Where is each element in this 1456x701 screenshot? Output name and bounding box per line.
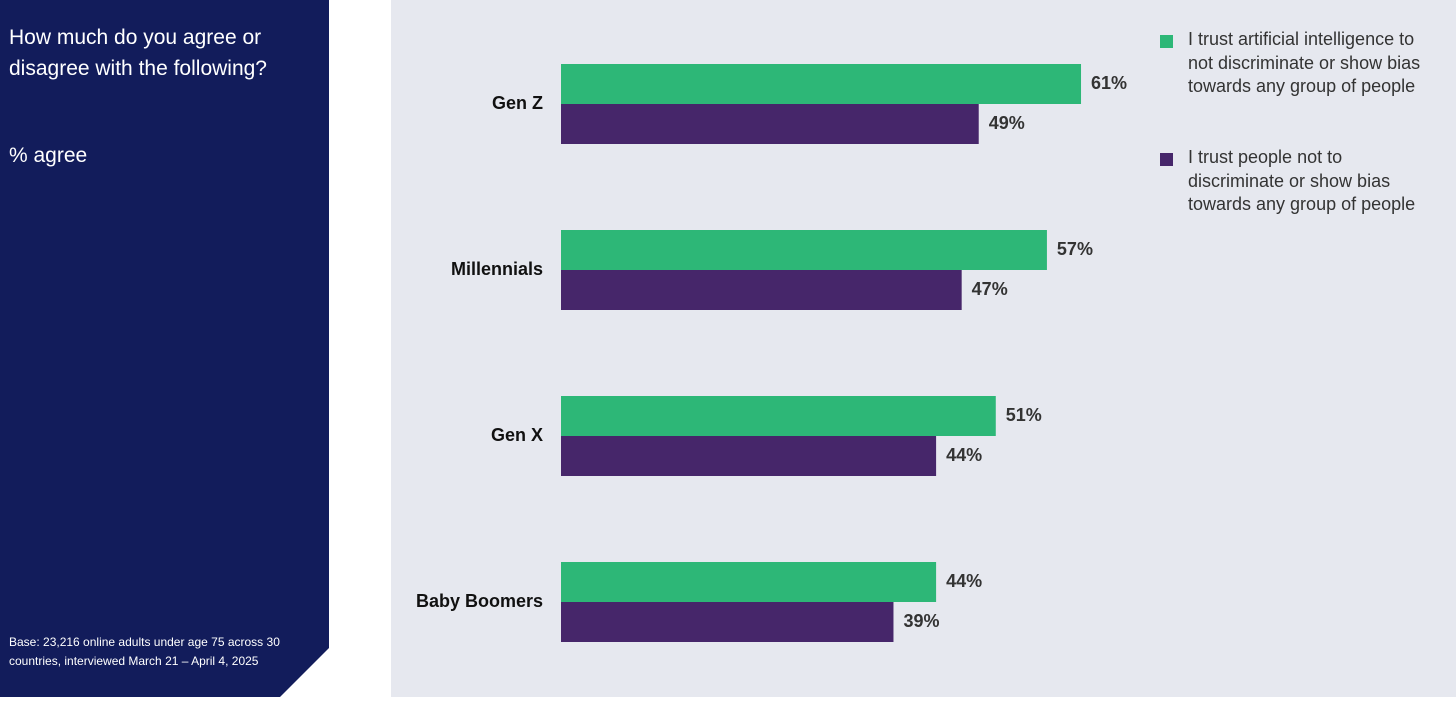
base-note: Base: 23,216 online adults under age 75 … (9, 635, 280, 668)
category-label-gen-z: Gen Z (492, 93, 543, 113)
category-label-baby-boomers: Baby Boomers (416, 591, 543, 611)
bar-gen-x-series-1 (561, 396, 996, 436)
value-label-gen-z-series-2: 49% (989, 113, 1025, 133)
bar-millennials-series-2 (561, 270, 962, 310)
value-label-baby-boomers-series-2: 39% (903, 611, 939, 631)
legend-label-ai: I trust artificial intelligence to not d… (1188, 29, 1421, 96)
bar-baby-boomers-series-1 (561, 562, 937, 602)
chart-question: How much do you agree or disagree with t… (9, 26, 267, 80)
legend-swatch-people (1160, 153, 1173, 166)
bar-millennials-series-1 (561, 230, 1047, 270)
sidebar-panel (0, 0, 329, 697)
bar-gen-z-series-1 (561, 64, 1082, 104)
legend-swatch-ai (1160, 35, 1173, 48)
value-label-baby-boomers-series-1: 44% (946, 571, 982, 591)
value-label-gen-z-series-1: 61% (1091, 73, 1127, 93)
value-label-gen-x-series-1: 51% (1006, 405, 1042, 425)
value-label-gen-x-series-2: 44% (946, 445, 982, 465)
chart-subtitle: % agree (9, 144, 88, 167)
bar-baby-boomers-series-2 (561, 602, 894, 642)
category-label-millennials: Millennials (451, 259, 543, 279)
value-label-millennials-series-2: 47% (972, 279, 1008, 299)
legend-label-people: I trust people not to discriminate or sh… (1188, 147, 1416, 214)
bar-gen-x-series-2 (561, 436, 937, 476)
category-label-gen-x: Gen X (491, 425, 543, 445)
value-label-millennials-series-1: 57% (1057, 239, 1093, 259)
bar-gen-z-series-2 (561, 104, 979, 144)
